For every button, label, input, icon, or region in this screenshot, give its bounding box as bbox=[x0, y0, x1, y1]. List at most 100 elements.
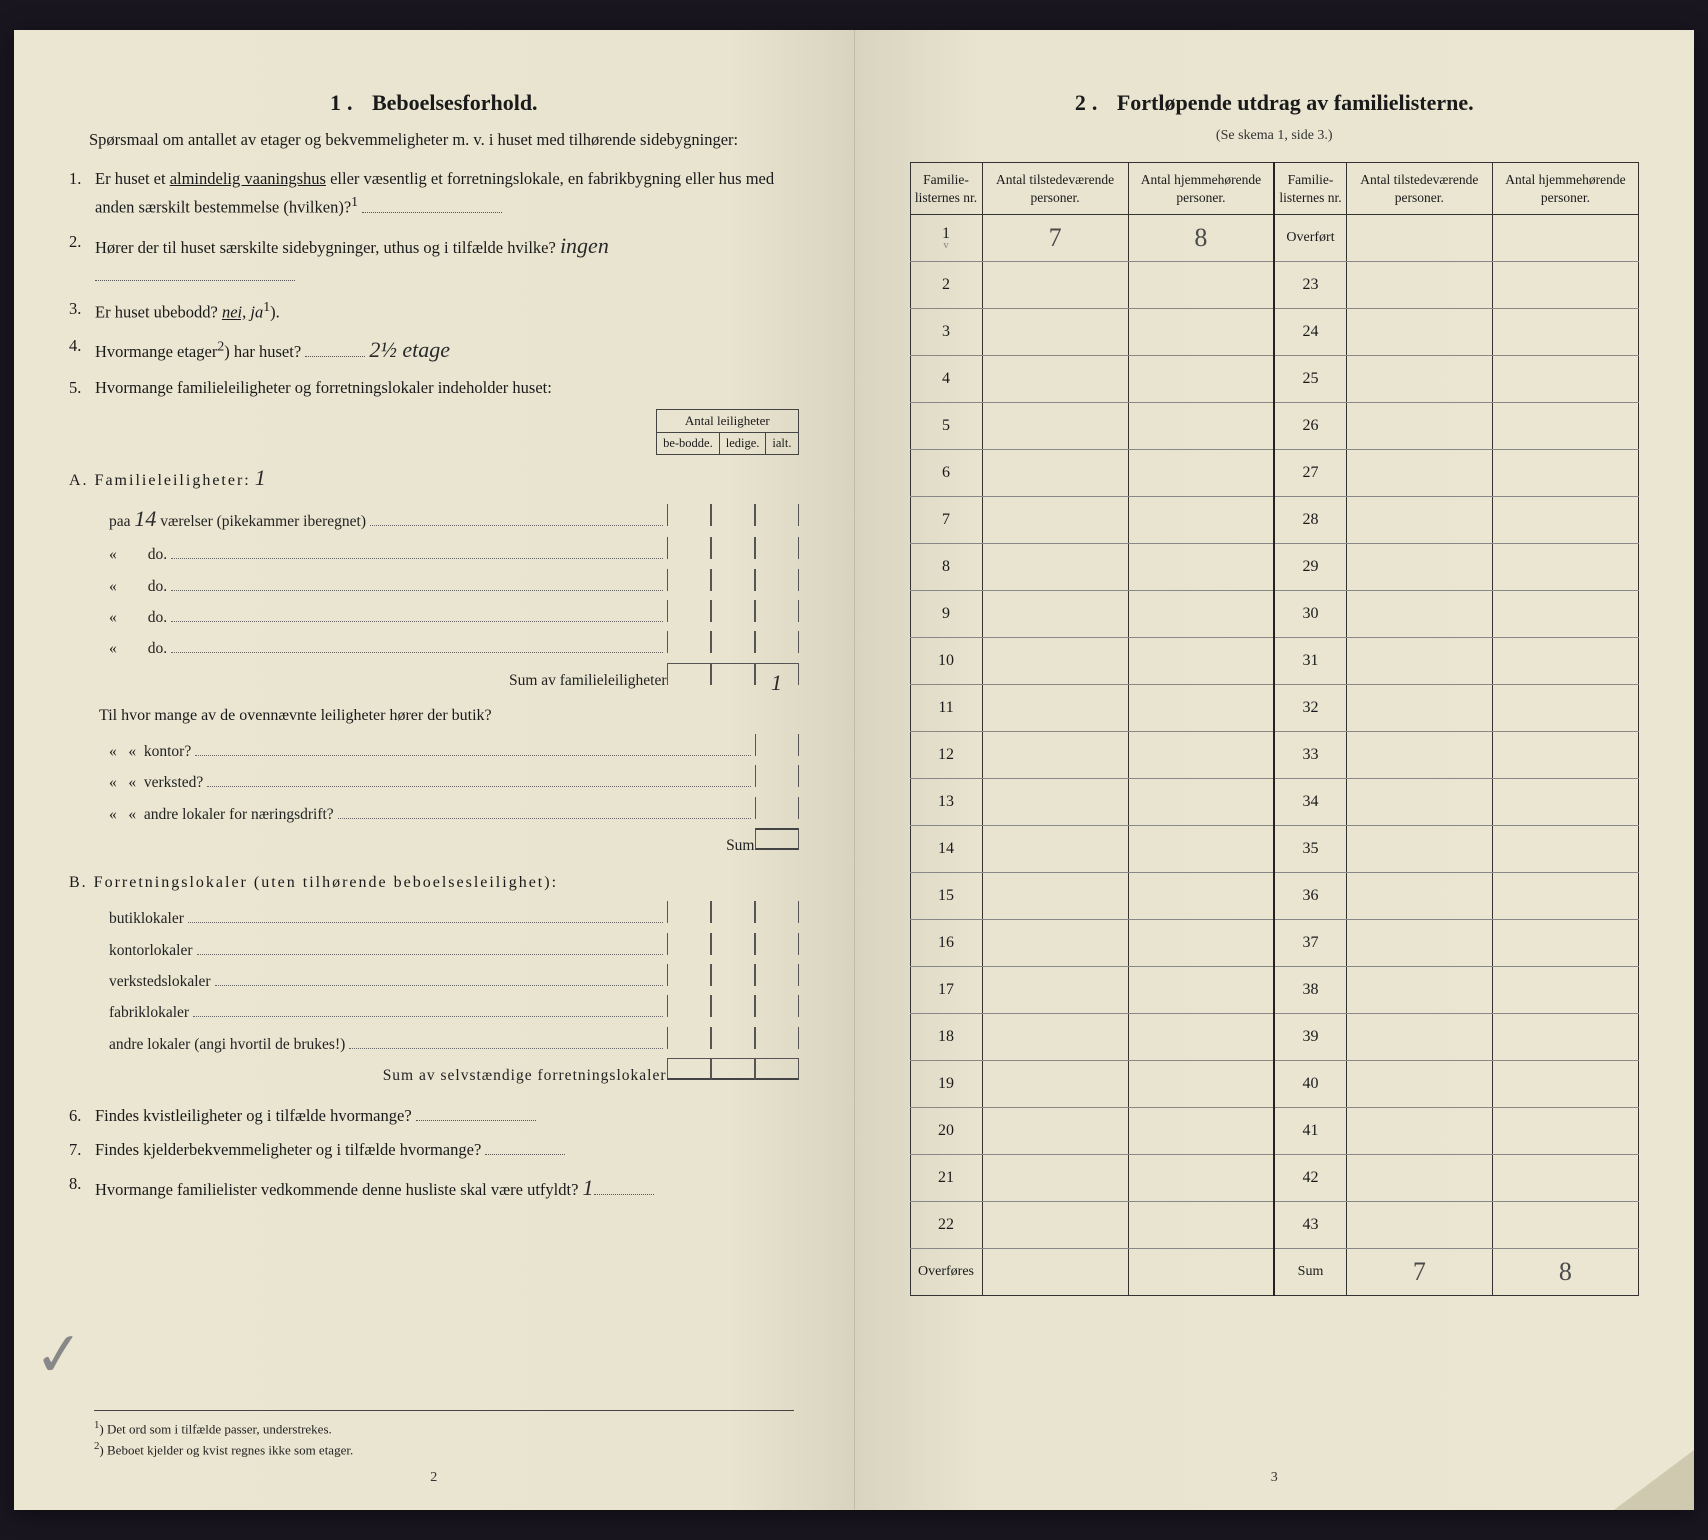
right-title-num: 2. bbox=[1075, 90, 1104, 115]
table-cell bbox=[982, 779, 1128, 826]
table-cell-num: 8 bbox=[910, 544, 982, 591]
table-cell bbox=[982, 638, 1128, 685]
a-row-do: « do. bbox=[69, 569, 799, 600]
section-a: A. Familieleiligheter: 1 paa 14 værelser… bbox=[69, 461, 799, 1090]
q3-text: Er huset ubebodd? bbox=[95, 303, 218, 322]
table-cell bbox=[1492, 779, 1638, 826]
table-cell-num: 7 bbox=[910, 497, 982, 544]
left-intro: Spørsmaal om antallet av etager og bekve… bbox=[69, 128, 799, 152]
a-label: A. Familieleiligheter: bbox=[69, 472, 251, 489]
table-cell bbox=[1492, 356, 1638, 403]
table-cell bbox=[1346, 591, 1492, 638]
table-cell-num: 42 bbox=[1274, 1155, 1346, 1202]
table-cell bbox=[982, 1155, 1128, 1202]
q6: 6.Findes kvistleiligheter og i tilfælde … bbox=[95, 1103, 799, 1129]
th-present-1: Antal tilstedeværende personer. bbox=[982, 163, 1128, 215]
table-cell-num: 2 bbox=[910, 262, 982, 309]
table-cell bbox=[1346, 873, 1492, 920]
b-row: verkstedslokaler bbox=[69, 964, 799, 995]
right-title-text: Fortløpende utdrag av familielisterne. bbox=[1117, 90, 1474, 115]
table-cell bbox=[1492, 873, 1638, 920]
q4: 4. Hvormange etager2) har huset? 2½ etag… bbox=[95, 333, 799, 367]
table-cell bbox=[1128, 1249, 1274, 1296]
table-overfores: Overføres bbox=[910, 1249, 982, 1296]
th-home-2: Antal hjemmehørende personer. bbox=[1492, 163, 1638, 215]
table-cell bbox=[982, 1108, 1128, 1155]
page-corner-fold bbox=[1614, 1450, 1694, 1510]
left-title-text: Beboelsesforhold. bbox=[372, 90, 538, 115]
table-cell bbox=[1346, 638, 1492, 685]
table-cell-num: 18 bbox=[910, 1014, 982, 1061]
table-cell-num: 36 bbox=[1274, 873, 1346, 920]
table-cell bbox=[1492, 1155, 1638, 1202]
table-cell bbox=[982, 403, 1128, 450]
right-page-num: 3 bbox=[855, 1470, 1695, 1486]
table-cell bbox=[1492, 1108, 1638, 1155]
table-cell bbox=[1346, 215, 1492, 262]
table-cell bbox=[1128, 544, 1274, 591]
q4-fill bbox=[305, 356, 365, 357]
table-cell-num: 19 bbox=[910, 1061, 982, 1108]
table-cell-num: 38 bbox=[1274, 967, 1346, 1014]
table-cell-num: 6 bbox=[910, 450, 982, 497]
table-cell-num: 39 bbox=[1274, 1014, 1346, 1061]
table-cell-num: Overført bbox=[1274, 215, 1346, 262]
table-cell bbox=[982, 544, 1128, 591]
table-cell bbox=[982, 1249, 1128, 1296]
q2-fill bbox=[95, 280, 295, 281]
table-cell bbox=[1128, 450, 1274, 497]
a-sum: Sum av familieleiligheter 1 bbox=[69, 663, 799, 694]
table-cell bbox=[1492, 450, 1638, 497]
table-cell bbox=[1492, 309, 1638, 356]
q3: 3. Er huset ubebodd? nei, ja1). bbox=[95, 296, 799, 325]
table-cell-num: 12 bbox=[910, 732, 982, 779]
a-header: A. Familieleiligheter: 1 bbox=[69, 461, 799, 494]
table-cell bbox=[982, 826, 1128, 873]
table-cell bbox=[1346, 1108, 1492, 1155]
table-cell-num: 3 bbox=[910, 309, 982, 356]
table-cell-num: 25 bbox=[1274, 356, 1346, 403]
a-row1-b: værelser (pikekammer iberegnet) bbox=[160, 513, 366, 530]
table-cell bbox=[1492, 685, 1638, 732]
q4-b: ) har huset? bbox=[224, 342, 301, 361]
table-cell bbox=[1346, 497, 1492, 544]
table-cell bbox=[1346, 1202, 1492, 1249]
table-cell-num: 28 bbox=[1274, 497, 1346, 544]
table-cell bbox=[1128, 1108, 1274, 1155]
mini-hdr: Antal leiligheter bbox=[657, 409, 798, 432]
table-cell bbox=[1346, 309, 1492, 356]
table-cell bbox=[982, 262, 1128, 309]
table-cell-num: 34 bbox=[1274, 779, 1346, 826]
table-cell bbox=[1346, 967, 1492, 1014]
table-cell bbox=[982, 591, 1128, 638]
table-cell bbox=[1346, 826, 1492, 873]
right-title: 2. Fortløpende utdrag av familielisterne… bbox=[910, 90, 1640, 116]
q2-num: 2. bbox=[69, 229, 81, 255]
checkmark-annotation: ✓ bbox=[31, 1318, 87, 1392]
table-cell bbox=[982, 1061, 1128, 1108]
table-sum-val1: 7 bbox=[1346, 1249, 1492, 1296]
table-cell bbox=[982, 309, 1128, 356]
table-cell-num: 32 bbox=[1274, 685, 1346, 732]
table-cell-num: 23 bbox=[1274, 262, 1346, 309]
table-cell-num: 40 bbox=[1274, 1061, 1346, 1108]
table-cell-num: 37 bbox=[1274, 920, 1346, 967]
a-row1: paa 14 værelser (pikekammer iberegnet) bbox=[69, 500, 799, 537]
q3-num: 3. bbox=[69, 296, 81, 322]
table-cell bbox=[1128, 873, 1274, 920]
th-nr-2: Familie-listernes nr. bbox=[1274, 163, 1346, 215]
q4-answer: 2½ etage bbox=[369, 337, 450, 362]
table-cell bbox=[1128, 497, 1274, 544]
b-row: fabriklokaler bbox=[69, 995, 799, 1026]
q2: 2. Hører der til huset særskilte sidebyg… bbox=[95, 229, 799, 289]
table-cell bbox=[1128, 638, 1274, 685]
table-cell-num: 15 bbox=[910, 873, 982, 920]
a-row-do: « do. bbox=[69, 600, 799, 631]
a-count: 1 bbox=[255, 465, 266, 490]
table-cell-num: 14 bbox=[910, 826, 982, 873]
table-cell bbox=[1128, 1014, 1274, 1061]
mini-c3: ialt. bbox=[766, 432, 798, 454]
table-cell bbox=[982, 356, 1128, 403]
table-cell-num: 17 bbox=[910, 967, 982, 1014]
th-present-2: Antal tilstedeværende personer. bbox=[1346, 163, 1492, 215]
